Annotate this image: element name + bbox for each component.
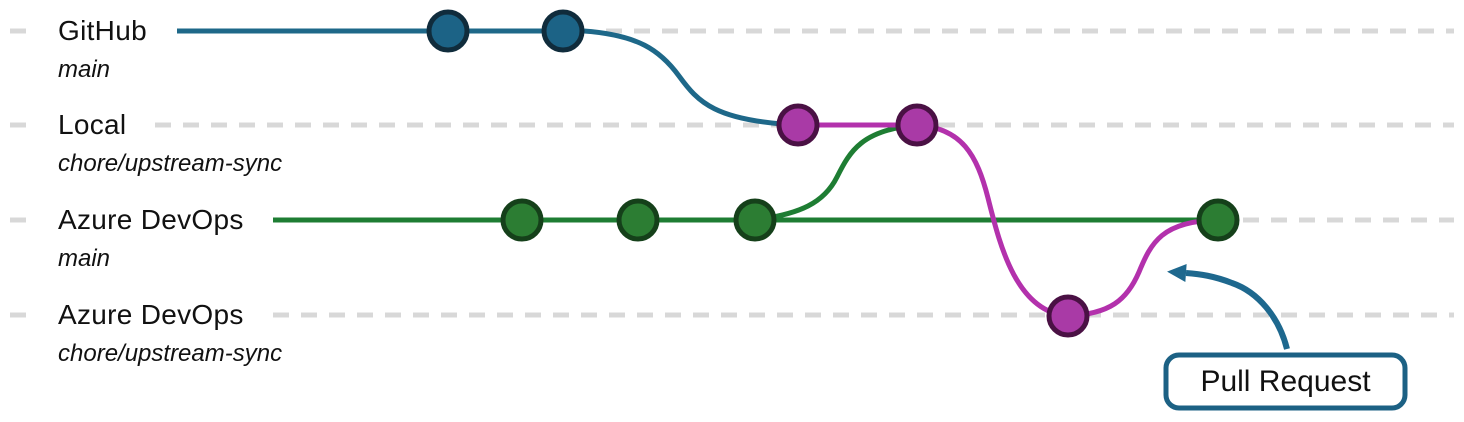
pull-request-arrow (1167, 264, 1290, 350)
commit-github-2 (541, 9, 585, 53)
azure-main-to-local-merge-curve (754, 122, 918, 223)
commit-azure-main-1 (500, 198, 544, 242)
commit-github-1 (426, 9, 470, 53)
repo-name: Azure DevOps (58, 204, 244, 235)
lane-label-azure-chore: Azure DevOps chore/upstream-sync (58, 298, 282, 368)
commit-azure-main-3 (733, 198, 777, 242)
pull-request-box (1163, 352, 1408, 411)
commit-azure-main-2 (616, 198, 660, 242)
repo-name: GitHub (58, 15, 147, 46)
commit-azure-chore-1 (1046, 294, 1090, 338)
lane-label-local: Local chore/upstream-sync (58, 108, 282, 178)
local-push-curve (916, 122, 1069, 319)
branch-name: main (58, 245, 111, 272)
repo-name: Local (58, 109, 127, 140)
branch-name: chore/upstream-sync (58, 340, 283, 367)
github-main-line-and-fetch-curve (177, 28, 799, 128)
lane-label-github: GitHub main (58, 14, 147, 84)
commit-local-1 (776, 103, 820, 147)
commit-azure-main-merge (1196, 198, 1240, 242)
repo-name: Azure DevOps (58, 299, 244, 330)
pull-request-merge-curve (1067, 217, 1219, 319)
lane-label-azure-main: Azure DevOps main (58, 203, 244, 273)
commit-local-2 (895, 103, 939, 147)
branch-name: chore/upstream-sync (58, 150, 283, 177)
branch-name: main (58, 56, 111, 83)
